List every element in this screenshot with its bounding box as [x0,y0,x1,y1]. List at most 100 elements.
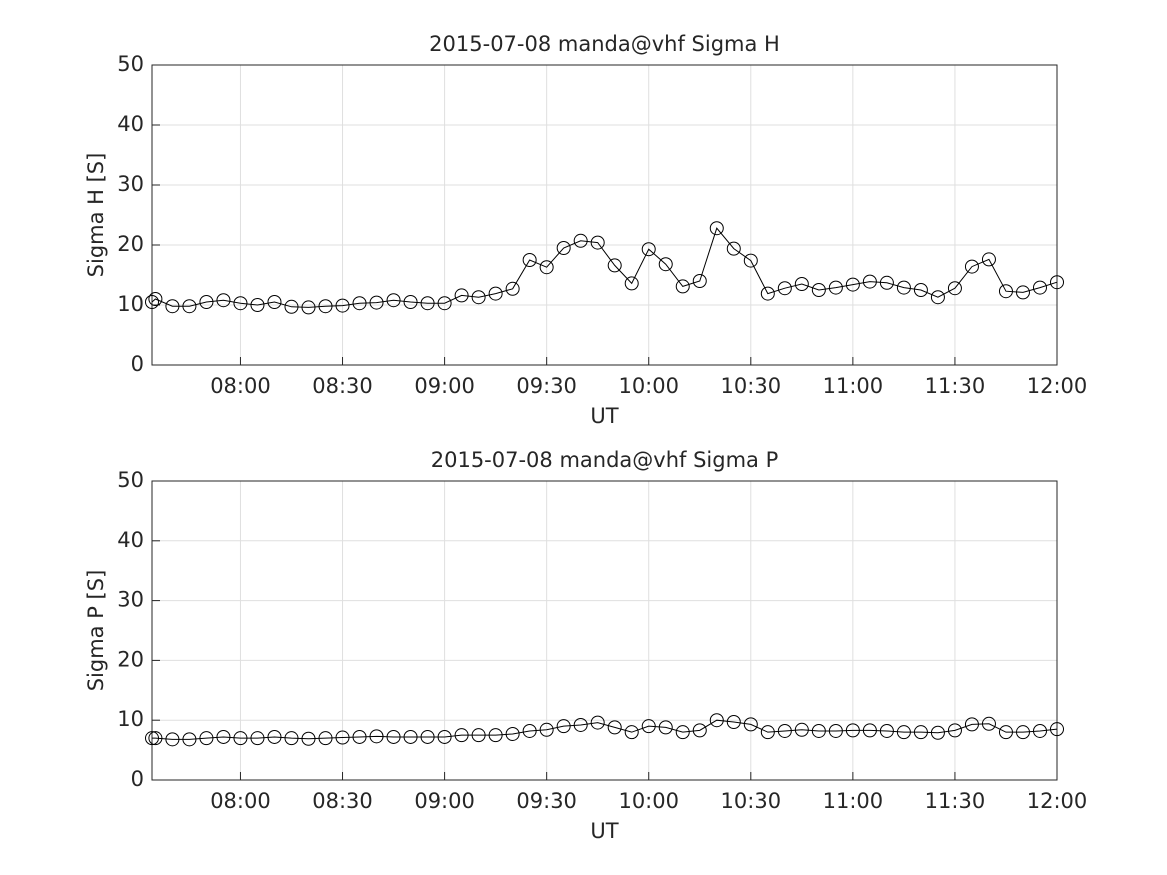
data-point [437,296,452,311]
data-point [233,731,248,746]
x-tick-label: 11:00 [823,789,884,813]
y-axis-label: Sigma H [S] [84,153,108,278]
data-point [930,290,945,305]
data-point [182,732,197,747]
data-point [947,723,962,738]
chart-title: 2015-07-08 manda@vhf Sigma H [429,32,780,56]
data-point [964,717,979,732]
data-point [145,731,159,746]
data-point [811,723,826,738]
x-tick-label: 10:00 [618,789,679,813]
data-point [267,729,282,744]
data-point [165,299,180,314]
x-tick-label: 12:00 [1027,374,1088,398]
x-tick-label: 11:30 [925,374,986,398]
data-point [420,729,435,744]
data-point [403,729,418,744]
data-point [454,728,469,743]
data-point [250,731,265,746]
data-point [352,296,367,311]
x-tick-label: 08:30 [312,374,373,398]
data-point [1050,275,1064,290]
data-point [743,717,758,732]
plot-area [152,481,1057,780]
y-tick-label: 40 [117,112,144,136]
data-point [879,723,894,738]
data-point [148,292,163,306]
data-point [879,275,894,290]
y-tick-label: 0 [131,352,144,376]
data-point [369,729,384,744]
data-point [284,299,299,314]
data-point [811,283,826,297]
x-tick-label: 09:30 [516,374,577,398]
data-point [386,293,401,308]
data-point [726,714,741,729]
data-point [267,295,282,309]
data-point [199,731,214,746]
data-point [709,713,724,728]
data-point [981,252,996,267]
y-tick-label: 10 [117,292,144,316]
y-tick-label: 20 [117,647,144,671]
data-point [845,723,860,738]
y-tick-label: 30 [117,588,144,612]
data-point [250,298,265,312]
data-point [369,295,384,310]
data-point [505,281,520,296]
y-tick-label: 10 [117,707,144,731]
data-point [777,281,792,296]
data-point [794,722,809,737]
data-point [1050,722,1064,737]
data-point [488,286,503,301]
data-point [760,725,775,740]
data-point [148,731,163,746]
data-point [896,725,911,740]
x-tick-label: 09:30 [516,789,577,813]
data-point [284,731,299,746]
data-point [743,253,758,268]
plot-area [152,65,1057,365]
data-point [505,726,520,741]
data-point [556,719,571,734]
data-point [216,729,231,744]
data-point [913,283,928,297]
chart-title: 2015-07-08 manda@vhf Sigma P [431,448,779,472]
data-point [335,730,350,745]
data-point [981,716,996,731]
y-axis-label: Sigma P [S] [84,570,108,692]
x-tick-label: 10:30 [721,789,782,813]
data-point [165,732,180,747]
data-point [539,260,554,275]
data-point [1015,725,1030,740]
data-point [947,281,962,296]
data-point [607,720,622,735]
data-point [726,241,741,256]
data-point [930,725,945,740]
data-point [556,241,571,255]
data-point [539,722,554,737]
data-point [607,258,622,273]
data-point [828,723,843,738]
data-point [845,277,860,292]
data-point [386,729,401,744]
y-tick-label: 20 [117,232,144,256]
data-point [828,280,843,295]
data-point [777,723,792,738]
data-point [454,288,469,303]
data-point [573,717,588,732]
x-tick-label: 08:30 [312,789,373,813]
data-point [624,725,639,740]
x-tick-label: 12:00 [1027,789,1088,813]
data-point [1032,723,1047,738]
data-line [152,719,1058,740]
data-point [403,295,418,309]
axes-frame [151,480,1058,781]
x-axis-label: UT [590,819,618,843]
data-point [471,728,486,743]
data-point [692,274,707,288]
data-point [624,276,639,291]
data-point [318,299,333,314]
data-point [913,725,928,740]
x-tick-label: 09:00 [414,374,475,398]
